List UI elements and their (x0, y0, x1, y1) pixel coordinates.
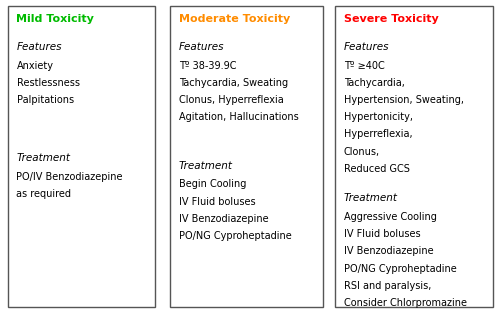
Text: Features: Features (179, 42, 224, 52)
Text: as required: as required (16, 189, 72, 199)
Text: IV Fluid boluses: IV Fluid boluses (344, 229, 420, 239)
Text: Hyperreflexia,: Hyperreflexia, (344, 129, 412, 139)
Text: IV Benzodiazepine: IV Benzodiazepine (344, 246, 434, 256)
Text: Severe Toxicity: Severe Toxicity (344, 14, 439, 24)
Text: IV Benzodiazepine: IV Benzodiazepine (179, 214, 268, 224)
Text: Mild Toxicity: Mild Toxicity (16, 14, 94, 24)
Text: PO/NG Cyproheptadine: PO/NG Cyproheptadine (344, 264, 457, 274)
Text: Tachycardia,: Tachycardia, (344, 78, 405, 88)
Text: RSI and paralysis,: RSI and paralysis, (344, 281, 432, 291)
Text: Tº ≥40C: Tº ≥40C (344, 61, 385, 71)
Text: Moderate Toxicity: Moderate Toxicity (179, 14, 290, 24)
Text: Treatment: Treatment (179, 161, 233, 171)
Text: Reduced GCS: Reduced GCS (344, 164, 410, 174)
Text: Treatment: Treatment (16, 153, 70, 163)
Text: Hypertonicity,: Hypertonicity, (344, 112, 413, 122)
Text: Features: Features (16, 42, 62, 52)
Text: Consider Chlorpromazine: Consider Chlorpromazine (344, 298, 467, 308)
Text: Agitation, Hallucinations: Agitation, Hallucinations (179, 112, 299, 122)
Text: IV Fluid boluses: IV Fluid boluses (179, 197, 256, 207)
FancyBboxPatch shape (335, 6, 492, 307)
Text: PO/NG Cyproheptadine: PO/NG Cyproheptadine (179, 231, 292, 241)
Text: Anxiety: Anxiety (16, 61, 54, 71)
Text: Restlessness: Restlessness (16, 78, 80, 88)
Text: Aggressive Cooling: Aggressive Cooling (344, 212, 437, 222)
Text: Tachycardia, Sweating: Tachycardia, Sweating (179, 78, 288, 88)
FancyBboxPatch shape (8, 6, 155, 307)
Text: Tº 38-39.9C: Tº 38-39.9C (179, 61, 236, 71)
Text: Palpitations: Palpitations (16, 95, 74, 105)
Text: Clonus,: Clonus, (344, 147, 380, 157)
Text: Features: Features (344, 42, 390, 52)
Text: Begin Cooling: Begin Cooling (179, 179, 246, 189)
FancyBboxPatch shape (170, 6, 322, 307)
Text: Clonus, Hyperreflexia: Clonus, Hyperreflexia (179, 95, 284, 105)
Text: Hypertension, Sweating,: Hypertension, Sweating, (344, 95, 464, 105)
Text: Treatment: Treatment (344, 193, 398, 203)
Text: PO/IV Benzodiazepine: PO/IV Benzodiazepine (16, 172, 123, 182)
